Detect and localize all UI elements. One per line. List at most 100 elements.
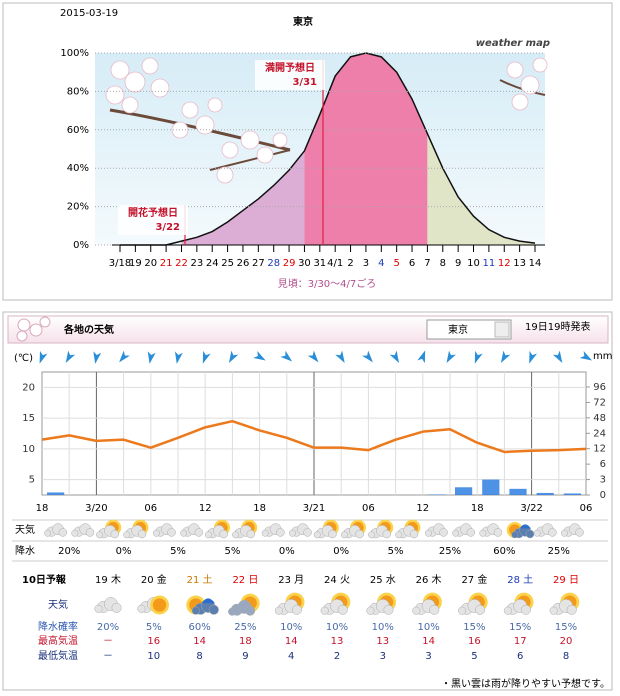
bloom-area <box>181 150 305 245</box>
precip-prob: 0% <box>279 546 295 557</box>
cloud <box>452 529 460 537</box>
annotation-date: 3/22 <box>155 222 180 233</box>
y2-tick-label: 24 <box>593 428 606 439</box>
x-tick-label: 06 <box>362 503 375 514</box>
y2-tick-label: 6 <box>600 459 606 470</box>
x-tick-label: 24 <box>206 258 219 269</box>
x-tick-label: 06 <box>144 503 157 514</box>
section-title: 各地の天気 <box>63 323 114 336</box>
x-tick-label: 12 <box>498 258 511 269</box>
wind-arrow <box>500 350 511 364</box>
viewing-period: 見頃：3/30〜4/7ごろ <box>278 277 377 290</box>
cloud <box>94 604 103 613</box>
location[interactable]: 東京 <box>448 323 468 336</box>
wind-arrow <box>307 350 319 363</box>
cloud <box>152 529 160 537</box>
cloud <box>424 529 432 537</box>
cloud <box>320 606 329 615</box>
high-temp: 16 <box>147 636 160 647</box>
x-tick-label: 2 <box>347 258 353 269</box>
weather-panel <box>2 311 613 691</box>
cloud <box>303 528 312 537</box>
cloud <box>525 529 535 539</box>
row-label: 最低気温 <box>38 649 78 662</box>
cloud <box>96 531 104 539</box>
annotation-date: 3/31 <box>292 77 317 88</box>
precip-prob: 15% <box>509 622 531 633</box>
high-temp: － <box>103 636 113 647</box>
precip-unit: mm <box>593 351 612 362</box>
cloud <box>246 529 256 539</box>
cloud <box>44 529 52 537</box>
precip-bar <box>536 492 554 495</box>
wind-arrow <box>65 350 76 364</box>
cloud <box>274 606 283 615</box>
annotation-box <box>255 60 325 90</box>
wind-arrow <box>174 351 183 364</box>
wind-arrow <box>417 350 426 364</box>
cloud <box>245 605 256 616</box>
precip-prob: 20% <box>97 622 119 633</box>
cloud <box>548 528 557 537</box>
cloud <box>566 604 577 615</box>
cloud <box>313 531 321 539</box>
cloud <box>137 529 147 539</box>
row-label: 降水確率 <box>38 620 78 633</box>
y2-tick-label: 12 <box>593 444 606 455</box>
cloud <box>458 606 467 615</box>
x-tick-label: 14 <box>529 258 542 269</box>
low-temp: － <box>103 651 113 662</box>
y-tick-label: 20 <box>22 382 35 393</box>
low-temp: 4 <box>288 651 294 662</box>
cloud <box>194 528 204 537</box>
bloom-area <box>427 133 535 245</box>
date: 2015-03-19 <box>60 8 118 19</box>
wind-arrow <box>280 350 293 362</box>
cloud <box>111 602 122 613</box>
cloud <box>520 604 531 615</box>
bloom-curve <box>120 52 536 246</box>
cloud <box>167 528 176 537</box>
cloud <box>466 528 476 537</box>
y2-tick-label: 96 <box>593 382 606 393</box>
cloud <box>560 529 568 537</box>
high-temp: 17 <box>514 636 527 647</box>
precip-prob: 20% <box>58 546 80 557</box>
precip-prob: 25% <box>234 622 256 633</box>
annotation-label: 満開予想日 <box>265 61 315 74</box>
x-tick-label: 13 <box>513 258 526 269</box>
wind-arrow <box>474 350 483 364</box>
wind-arrow <box>579 351 593 361</box>
cloud <box>204 531 212 539</box>
location-select[interactable] <box>426 319 512 340</box>
cloud <box>479 529 487 537</box>
x-tick-label: 3/21 <box>303 503 325 514</box>
cloud <box>191 606 200 615</box>
umbrella <box>201 598 215 604</box>
row-label: 天気 <box>48 598 68 611</box>
wind-arrow <box>147 351 156 364</box>
cloud <box>328 529 337 539</box>
precip-prob: 5% <box>224 546 240 557</box>
cloud <box>366 606 375 615</box>
cloud <box>533 529 541 537</box>
cloud <box>429 604 440 615</box>
low-temp: 8 <box>196 651 202 662</box>
low-temp: 3 <box>425 651 431 662</box>
high-temp: 20 <box>560 636 573 647</box>
x-tick-label: 18 <box>471 503 484 514</box>
select-arrow[interactable] <box>494 321 510 338</box>
cloud <box>475 604 486 615</box>
y2-tick-label: 72 <box>593 397 606 408</box>
y2-tick-label: 3 <box>600 475 606 486</box>
logo: weather map <box>476 38 550 49</box>
x-tick-label: 28 <box>267 258 280 269</box>
day-label: 27 金 <box>461 573 487 586</box>
wind-arrow <box>446 350 456 364</box>
low-temp: 5 <box>471 651 477 662</box>
precip-prob: 0% <box>116 546 132 557</box>
high-temp: 14 <box>193 636 206 647</box>
cloud <box>180 529 188 537</box>
wind-arrow <box>253 351 266 361</box>
